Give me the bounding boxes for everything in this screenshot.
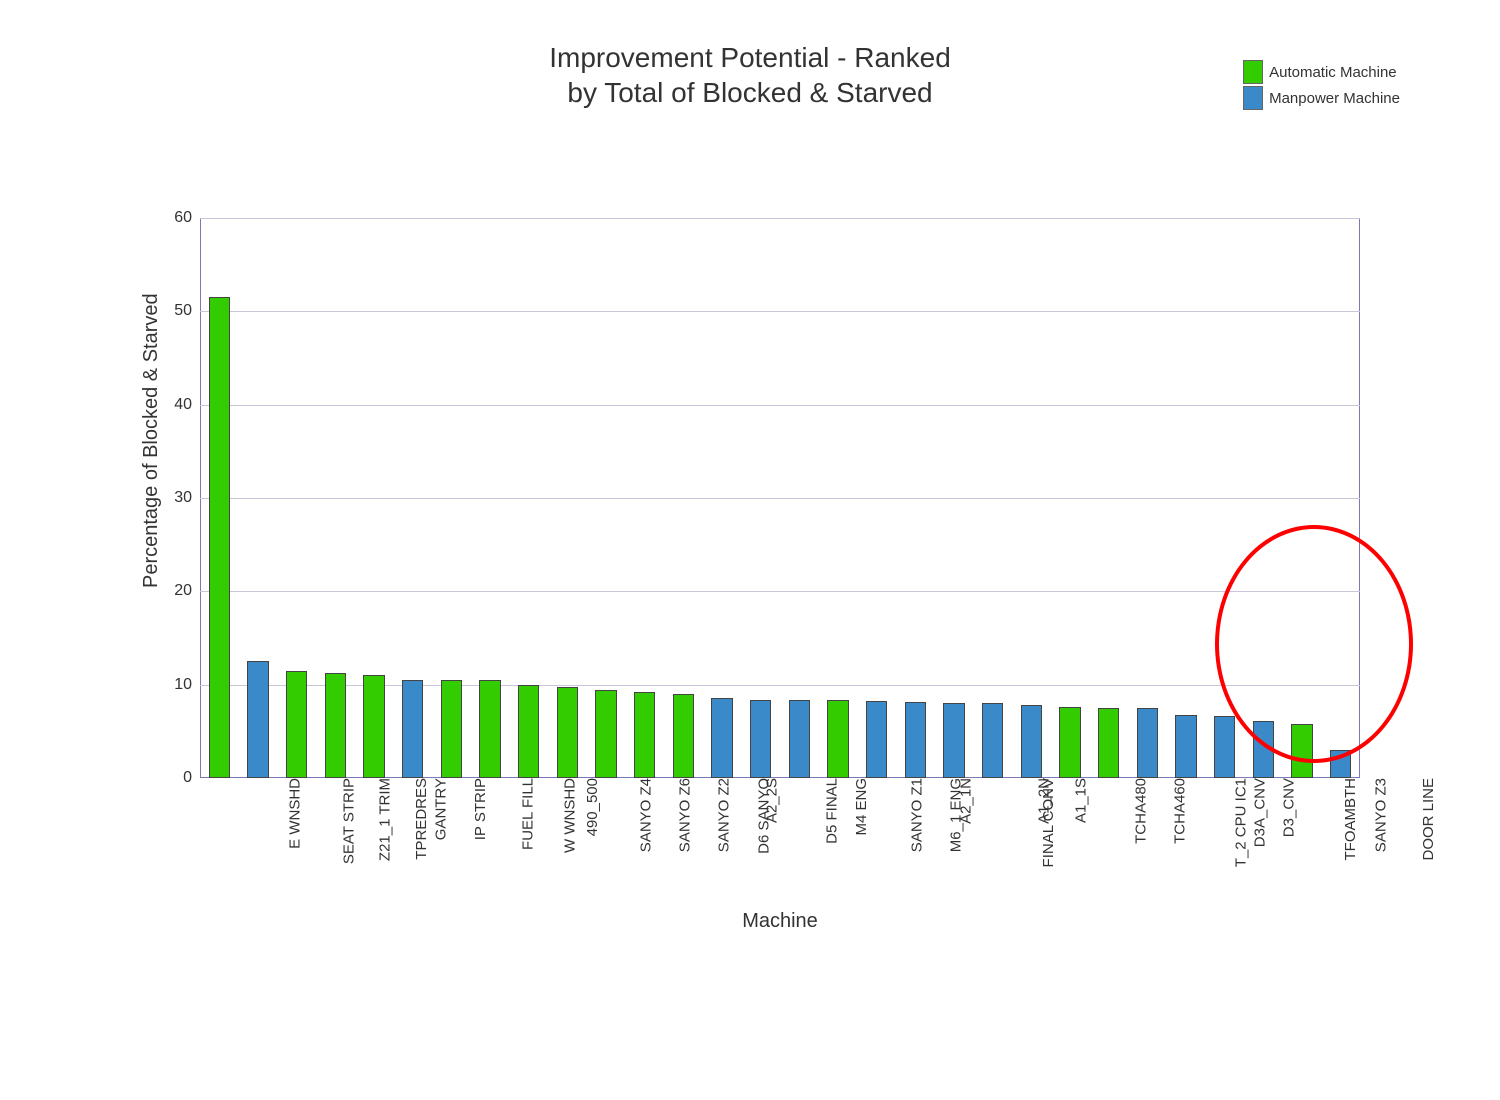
chart-title-line1: Improvement Potential - Ranked (80, 40, 1420, 75)
bar (1098, 708, 1119, 778)
x-tick-label: 490_500 (574, 778, 601, 836)
y-tick-label: 10 (174, 676, 200, 694)
bar (827, 700, 848, 778)
bar (634, 692, 655, 778)
bar (982, 703, 1003, 778)
bar (595, 690, 616, 778)
x-tick-label: A2_2S (754, 778, 781, 823)
bar (402, 680, 423, 778)
x-axis-label: Machine (742, 910, 818, 933)
x-tick-label: IP STRIP (461, 778, 488, 840)
x-tick-label: SANYO Z6 (667, 778, 694, 852)
y-axis-label: Percentage of Blocked & Starved (140, 293, 163, 588)
bar (1175, 715, 1196, 778)
y-tick-label: 20 (174, 582, 200, 600)
x-tick-label: D3_CNV (1270, 778, 1297, 837)
chart-container: Improvement Potential - Ranked by Total … (80, 40, 1420, 1060)
x-tick-label: SANYO Z2 (705, 778, 732, 852)
x-tick-label: A1_2N (1025, 778, 1052, 824)
bar (866, 701, 887, 778)
y-tick-label: 0 (183, 769, 200, 787)
x-tick-label: D5 FINAL (813, 778, 840, 844)
bar (789, 700, 810, 778)
legend: Automatic Machine Manpower Machine (1243, 60, 1400, 112)
legend-item: Automatic Machine (1243, 60, 1400, 84)
y-tick-label: 50 (174, 302, 200, 320)
bar (1137, 708, 1158, 778)
x-tick-label: M4 ENG (843, 778, 870, 836)
bar (363, 675, 384, 778)
legend-item: Manpower Machine (1243, 86, 1400, 110)
legend-swatch (1243, 60, 1263, 84)
bar (557, 687, 578, 778)
bar (325, 673, 346, 778)
x-tick-label: A2_1N (948, 778, 975, 824)
x-tick-label: SANYO Z3 (1363, 778, 1390, 852)
chart-title-line2: by Total of Blocked & Starved (80, 75, 1420, 110)
bar (286, 671, 307, 778)
legend-swatch (1243, 86, 1263, 110)
x-tick-label: DOOR LINE (1410, 778, 1437, 861)
x-tick-label: TCHA460 (1161, 778, 1188, 844)
plot-area: 0102030405060E WNSHDSEAT STRIPZ21_1 TRIM… (200, 218, 1360, 778)
bar (673, 694, 694, 778)
bar (1253, 721, 1274, 778)
bar (209, 297, 230, 778)
y-tick-label: 60 (174, 209, 200, 227)
x-tick-label: FUEL FILL (510, 778, 537, 850)
legend-label: Manpower Machine (1269, 90, 1400, 107)
bar (943, 703, 964, 778)
bar (441, 680, 462, 778)
y-tick-label: 40 (174, 396, 200, 414)
bar (1059, 707, 1080, 778)
bar (518, 685, 539, 778)
bar (750, 700, 771, 778)
bar (247, 661, 268, 778)
bar (1330, 750, 1351, 778)
x-tick-label: D3A_CNV (1242, 778, 1269, 847)
x-tick-label: E WNSHD (277, 778, 304, 849)
x-tick-label: SANYO Z4 (628, 778, 655, 852)
x-tick-label: SEAT STRIP (331, 778, 358, 864)
bar (479, 680, 500, 778)
x-tick-label: GANTRY (423, 778, 450, 840)
bar (1214, 716, 1235, 778)
x-tick-label: Z21_1 TRIM (366, 778, 393, 861)
bar (1021, 705, 1042, 778)
bar (905, 702, 926, 778)
chart-title: Improvement Potential - Ranked by Total … (80, 40, 1420, 110)
bar (1291, 724, 1312, 778)
x-tick-label: TCHA480 (1122, 778, 1149, 844)
x-tick-label: TFOAMBTH (1332, 778, 1359, 861)
legend-label: Automatic Machine (1269, 64, 1397, 81)
y-tick-label: 30 (174, 489, 200, 507)
x-tick-label: A1_1S (1063, 778, 1090, 823)
bars-layer (200, 218, 1360, 778)
bar (711, 698, 732, 778)
x-tick-label: SANYO Z1 (899, 778, 926, 852)
